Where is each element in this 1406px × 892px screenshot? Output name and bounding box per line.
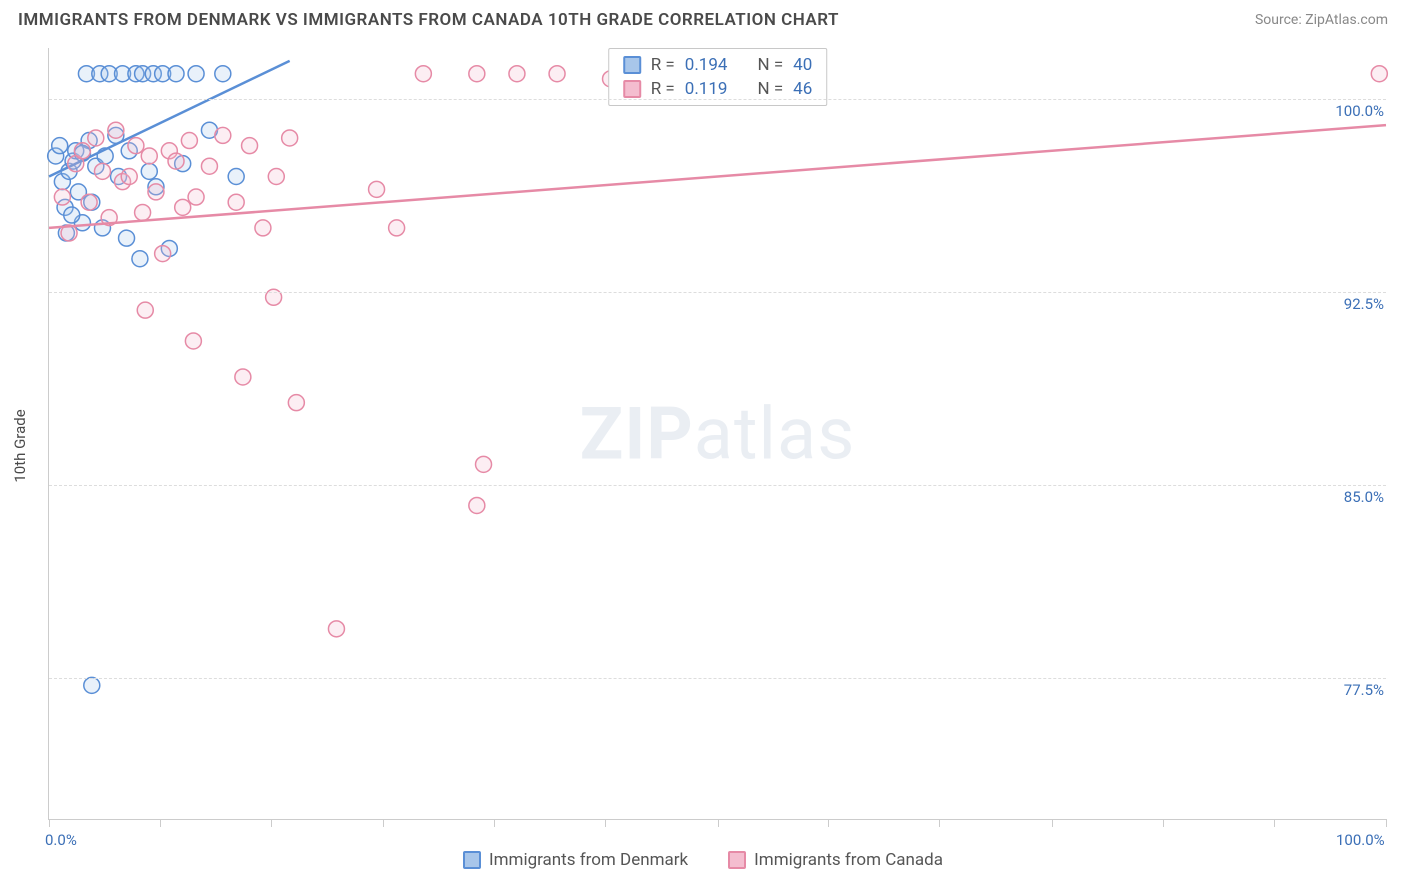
gridline-h: [49, 99, 1386, 100]
r-value-canada: 0.119: [685, 79, 728, 99]
scatter-point: [469, 66, 485, 82]
scatter-point: [88, 130, 104, 146]
n-value-canada: 46: [793, 79, 812, 99]
correlation-stats-box: R = 0.194 N = 40 R = 0.119 N = 46: [608, 48, 828, 106]
scatter-point: [369, 181, 385, 197]
y-axis-label: 10th Grade: [11, 409, 29, 482]
scatter-point: [235, 369, 251, 385]
scatter-point: [148, 184, 164, 200]
scatter-point: [175, 199, 191, 215]
legend-label-canada: Immigrants from Canada: [754, 850, 943, 870]
scatter-point: [1371, 66, 1387, 82]
scatter-point: [215, 127, 231, 143]
n-label: N =: [757, 79, 783, 99]
x-tick: [1386, 819, 1387, 827]
source-label: Source:: [1255, 12, 1305, 28]
scatter-point: [476, 456, 492, 472]
scatter-point: [181, 133, 197, 149]
stats-row-canada: R = 0.119 N = 46: [623, 77, 813, 101]
scatter-point: [81, 194, 97, 210]
scatter-point: [328, 621, 344, 637]
y-tick-label: 85.0%: [1340, 488, 1388, 506]
stats-row-denmark: R = 0.194 N = 40: [623, 53, 813, 77]
x-tick: [1052, 819, 1053, 827]
scatter-point: [94, 163, 110, 179]
scatter-point: [509, 66, 525, 82]
scatter-point: [201, 158, 217, 174]
source-attribution: Source: ZipAtlas.com: [1255, 12, 1388, 28]
swatch-canada: [623, 80, 641, 98]
scatter-point: [242, 138, 258, 154]
y-tick-label: 92.5%: [1340, 295, 1388, 313]
scatter-point: [54, 189, 70, 205]
source-name: ZipAtlas.com: [1305, 12, 1388, 28]
scatter-point: [282, 130, 298, 146]
scatter-point: [255, 220, 271, 236]
x-tick: [718, 819, 719, 827]
chart-plot-area: ZIPatlas R = 0.194 N = 40 R = 0.119 N = …: [48, 48, 1386, 820]
scatter-point: [168, 66, 184, 82]
scatter-point: [64, 207, 80, 223]
scatter-point: [228, 194, 244, 210]
scatter-point: [135, 204, 151, 220]
scatter-point: [121, 169, 137, 185]
bottom-legend: Immigrants from Denmark Immigrants from …: [463, 850, 943, 870]
scatter-point: [228, 169, 244, 185]
n-value-denmark: 40: [793, 55, 812, 75]
legend-label-denmark: Immigrants from Denmark: [489, 850, 688, 870]
swatch-denmark: [623, 56, 641, 74]
scatter-point: [132, 251, 148, 267]
n-label: N =: [757, 55, 783, 75]
legend-item-denmark: Immigrants from Denmark: [463, 850, 688, 870]
scatter-point: [128, 138, 144, 154]
x-tick: [271, 819, 272, 827]
x-tick: [494, 819, 495, 827]
gridline-h: [49, 292, 1386, 293]
x-tick-label: 0.0%: [45, 831, 77, 849]
scatter-point: [415, 66, 431, 82]
r-value-denmark: 0.194: [685, 55, 728, 75]
legend-item-canada: Immigrants from Canada: [728, 850, 943, 870]
scatter-point: [168, 153, 184, 169]
scatter-point: [549, 66, 565, 82]
scatter-point: [141, 163, 157, 179]
x-tick: [939, 819, 940, 827]
scatter-point: [141, 148, 157, 164]
scatter-point: [155, 246, 171, 262]
scatter-point: [119, 230, 135, 246]
x-tick: [160, 819, 161, 827]
scatter-svg: [49, 48, 1386, 819]
scatter-point: [389, 220, 405, 236]
x-tick: [49, 819, 50, 827]
r-label: R =: [651, 79, 675, 99]
scatter-point: [108, 122, 124, 138]
chart-header: IMMIGRANTS FROM DENMARK VS IMMIGRANTS FR…: [0, 0, 1406, 30]
scatter-point: [74, 143, 90, 159]
scatter-point: [188, 189, 204, 205]
y-tick-label: 77.5%: [1340, 681, 1388, 699]
scatter-point: [185, 333, 201, 349]
x-tick: [828, 819, 829, 827]
x-tick: [605, 819, 606, 827]
x-tick: [383, 819, 384, 827]
scatter-point: [84, 677, 100, 693]
gridline-h: [49, 678, 1386, 679]
gridline-h: [49, 485, 1386, 486]
r-label: R =: [651, 55, 675, 75]
x-tick-label: 100.0%: [1336, 831, 1385, 849]
legend-swatch-denmark: [463, 851, 481, 869]
scatter-point: [288, 395, 304, 411]
x-tick: [1274, 819, 1275, 827]
scatter-point: [188, 66, 204, 82]
y-tick-label: 100.0%: [1331, 102, 1388, 120]
scatter-point: [137, 302, 153, 318]
scatter-point: [469, 497, 485, 513]
x-tick: [1163, 819, 1164, 827]
scatter-point: [215, 66, 231, 82]
scatter-point: [52, 138, 68, 154]
chart-title: IMMIGRANTS FROM DENMARK VS IMMIGRANTS FR…: [18, 10, 839, 30]
legend-swatch-canada: [728, 851, 746, 869]
scatter-point: [268, 169, 284, 185]
